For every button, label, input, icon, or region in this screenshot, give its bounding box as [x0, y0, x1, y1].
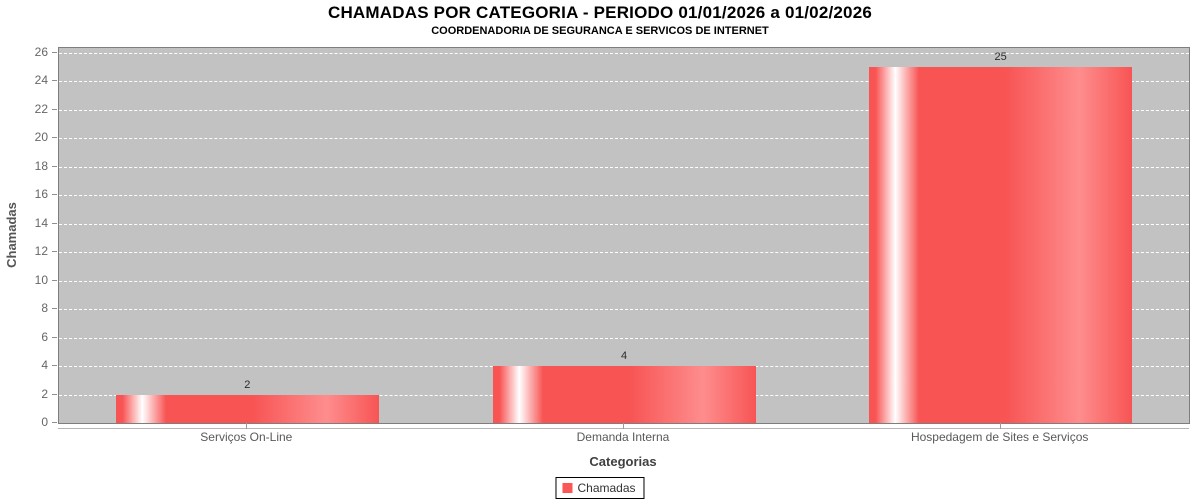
- gridline-y-10: [59, 280, 1189, 282]
- y-tick-label-4: 4: [41, 358, 48, 373]
- y-tick-mark-10: [52, 279, 57, 281]
- y-tick-mark-4: [52, 365, 57, 367]
- y-tick-mark-0: [52, 422, 57, 423]
- y-tick-label-12: 12: [34, 244, 48, 259]
- y-tick-label-10: 10: [34, 272, 48, 287]
- category-label-2: Hospedagem de Sites e Serviços: [910, 430, 1089, 444]
- gridline-y-6: [59, 337, 1189, 339]
- gridline-y-12: [59, 252, 1189, 254]
- bar-value-label-1: 4: [620, 350, 628, 363]
- x-tick-mark-1: [623, 423, 624, 429]
- x-tick-mark-2: [999, 423, 1001, 429]
- gridline-y-20: [59, 138, 1189, 140]
- gridline-y-8: [59, 309, 1189, 311]
- bar-value-label-2: 25: [994, 51, 1007, 64]
- bar-0: [115, 394, 379, 423]
- legend-label-chamadas: Chamadas: [577, 481, 636, 495]
- x-tick-mark-0: [246, 423, 248, 429]
- y-tick-mark-26: [52, 52, 57, 53]
- gridline-y-16: [59, 195, 1189, 197]
- y-tick-label-22: 22: [34, 101, 48, 116]
- legend-swatch-chamadas: [562, 483, 573, 493]
- y-tick-label-16: 16: [34, 187, 48, 202]
- y-tick-label-6: 6: [41, 329, 48, 344]
- y-tick-mark-6: [52, 336, 57, 338]
- y-tick-label-0: 0: [41, 415, 48, 429]
- y-tick-label-20: 20: [34, 130, 48, 145]
- y-tick-mark-14: [52, 222, 57, 224]
- gridline-y-18: [59, 166, 1189, 168]
- y-tick-label-8: 8: [41, 301, 48, 316]
- y-tick-label-24: 24: [34, 73, 48, 88]
- y-tick-label-18: 18: [34, 158, 48, 173]
- category-label-1: Demanda Interna: [576, 430, 670, 444]
- y-tick-label-26: 26: [34, 45, 48, 59]
- y-tick-label-2: 2: [41, 386, 48, 401]
- plot-area: 2 4 25: [58, 47, 1190, 424]
- gridline-y-22: [59, 109, 1189, 111]
- chart-subtitle: COORDENADORIA DE SEGURANCA E SERVICOS DE…: [431, 25, 769, 37]
- gridline-y-24: [59, 81, 1189, 83]
- x-axis-title: Categorias: [589, 454, 657, 469]
- bar-2: [869, 67, 1133, 423]
- y-tick-mark-12: [52, 251, 57, 253]
- gridline-y-26: [59, 53, 1189, 54]
- bar-value-label-0: 2: [244, 378, 251, 391]
- gridline-y-14: [59, 223, 1189, 225]
- y-tick-mark-8: [52, 308, 57, 310]
- y-tick-mark-16: [52, 194, 57, 196]
- legend: Chamadas: [555, 477, 645, 499]
- category-label-0: Serviços On-Line: [200, 430, 293, 444]
- chart-title: CHAMADAS POR CATEGORIA - PERIODO 01/01/2…: [327, 3, 873, 22]
- y-tick-mark-20: [52, 137, 57, 139]
- y-tick-mark-18: [52, 165, 57, 167]
- y-tick-mark-24: [52, 80, 57, 82]
- y-tick-mark-22: [52, 108, 57, 110]
- bar-1: [492, 366, 756, 423]
- y-tick-label-14: 14: [34, 215, 48, 230]
- y-tick-mark-2: [52, 393, 57, 395]
